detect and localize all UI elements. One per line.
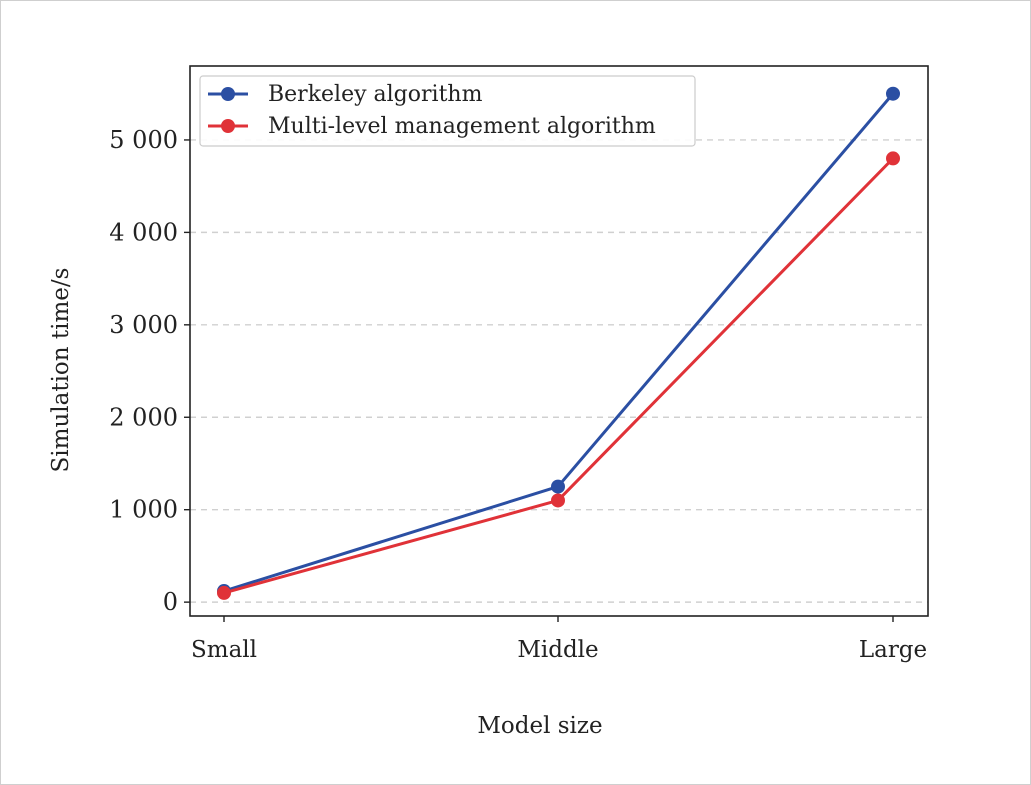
x-axis-title: Model size xyxy=(477,713,602,739)
x-tick-label: Large xyxy=(859,637,927,663)
series-line xyxy=(223,92,895,593)
y-tick-label: 3 000 xyxy=(109,311,178,339)
data-point xyxy=(886,86,900,101)
legend-box xyxy=(199,75,696,147)
x-axis-ticks: Small Middle Large xyxy=(191,616,927,663)
legend: Berkeley algorithm Multi-level managemen… xyxy=(199,75,696,147)
plot-area-border xyxy=(189,65,929,617)
y-tick-label: 1 000 xyxy=(109,496,178,524)
data-point xyxy=(217,585,231,600)
legend-label-multi-level: Multi-level management algorithm xyxy=(268,114,656,139)
y-tick-label: 0 xyxy=(163,588,178,616)
legend-marker-multi-level xyxy=(221,119,235,133)
y-tick-label: 5 000 xyxy=(109,126,178,154)
legend-marker-berkeley xyxy=(221,87,235,101)
grid-lines xyxy=(190,139,928,603)
x-tick-label: Middle xyxy=(517,637,598,663)
data-series xyxy=(217,86,900,600)
y-axis-ticks: 0 1 000 2 000 3 000 4 000 5 000 xyxy=(109,126,190,616)
data-point xyxy=(551,479,565,494)
x-tick-label: Small xyxy=(191,637,257,663)
data-point xyxy=(551,493,565,508)
y-tick-label: 4 000 xyxy=(109,218,178,246)
legend-label-berkeley: Berkeley algorithm xyxy=(268,82,483,107)
series-line xyxy=(223,157,895,595)
y-axis-title: Simulation time/s xyxy=(48,268,74,473)
y-tick-label: 2 000 xyxy=(109,403,178,431)
data-point xyxy=(886,151,900,166)
